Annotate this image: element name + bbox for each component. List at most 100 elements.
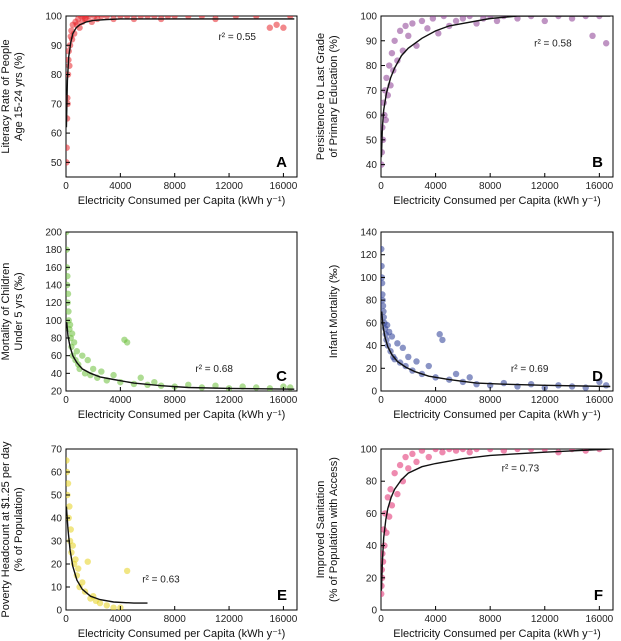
data-point [425, 453, 432, 461]
data-point [436, 331, 443, 338]
data-point [405, 32, 412, 40]
plot-frame-d [380, 231, 614, 392]
data-point [98, 16, 105, 20]
r-squared-f: r² = 0.73 [502, 464, 540, 475]
y-tick-label: 20 [51, 560, 63, 571]
data-point [185, 381, 192, 389]
data-point [405, 465, 412, 472]
x-tick-label: 16000 [585, 181, 613, 192]
y-tick-label: 80 [366, 477, 378, 488]
data-point [110, 371, 117, 379]
plot-frame-f [380, 448, 614, 611]
data-point [381, 590, 385, 598]
x-tick-label: 12000 [531, 614, 559, 625]
fit-curve-f [381, 449, 611, 591]
data-point [79, 352, 86, 359]
data-point [110, 604, 117, 610]
x-tick-label: 8000 [164, 614, 187, 625]
data-point [69, 542, 76, 549]
plot-frame-b [380, 15, 614, 178]
data-point [280, 383, 287, 390]
fit-curve-a [66, 18, 295, 128]
x-tick-label: 4000 [109, 614, 132, 625]
data-point [79, 579, 86, 586]
r-squared-c: r² = 0.68 [195, 364, 233, 375]
y-axis-label-c: Mortality of Children [0, 263, 12, 361]
panel-letter-e: E [277, 587, 287, 604]
y-tick-label: 40 [51, 514, 63, 525]
x-axis-label-a: Electricity Consumed per Capita (kWh y⁻¹… [78, 195, 286, 207]
y-axis-label-c: Under 5 yrs (‰) [13, 272, 25, 350]
data-point [66, 321, 74, 328]
x-tick-label: 0 [378, 614, 384, 625]
panel-a: 0 4000 8000 12000 16000 50 60 70 80 90 100 Electric… [0, 12, 298, 208]
data-point [399, 344, 407, 352]
panel-d: 0 4000 8000 12000 16000 0 20 40 60 80 100 120 140 Ele… [328, 228, 614, 422]
data-point [96, 599, 104, 607]
fit-curve-c [66, 322, 295, 390]
data-point [440, 16, 447, 20]
data-point [266, 24, 274, 31]
y-tick-label: 120 [360, 250, 377, 261]
panel-b: 0 4000 8000 12000 16000 40 50 60 70 80 90 100 Electr… [315, 12, 614, 208]
x-tick-label: 0 [378, 181, 384, 192]
data-point [273, 21, 280, 28]
data-point [391, 37, 398, 44]
data-point [452, 17, 460, 25]
r-squared-d: r² = 0.69 [511, 364, 549, 375]
y-tick-label: 0 [56, 606, 62, 617]
data-point [384, 494, 392, 501]
y-tick-label: 40 [366, 160, 378, 171]
data-point [123, 339, 131, 346]
y-tick-label: 40 [366, 341, 378, 352]
data-point [602, 40, 610, 47]
data-point [452, 449, 460, 454]
data-point [466, 449, 473, 456]
panel-f: 0 4000 8000 12000 16000 0 20 40 60 80 100 Electrici… [315, 445, 614, 641]
data-point [541, 17, 548, 25]
data-point [500, 449, 508, 454]
data-point [452, 370, 460, 378]
data-point [381, 262, 385, 270]
data-point [439, 449, 446, 456]
points-b [381, 16, 610, 168]
y-tick-label: 140 [45, 281, 62, 292]
data-point [137, 374, 144, 381]
fit-curve-b [381, 16, 611, 158]
y-tick-label: 60 [51, 351, 63, 362]
panel-c: 0 4000 8000 12000 16000 20 40 60 80 100 120 140 160 1… [0, 228, 298, 422]
x-tick-label: 16000 [270, 181, 298, 192]
x-axis-label-d: Electricity Consumed per Capita (kWh y⁻¹… [393, 409, 601, 421]
data-point [381, 245, 385, 253]
y-axis-label-e: (% of Population) [13, 487, 25, 571]
x-tick-label: 16000 [270, 614, 298, 625]
data-point [418, 449, 426, 454]
points-a [66, 16, 294, 166]
y-tick-label: 120 [45, 298, 62, 309]
data-point [473, 449, 480, 453]
data-point [67, 526, 74, 533]
y-axis-label-a: Age 15-24 yrs (%) [13, 52, 25, 141]
y-tick-label: 100 [360, 445, 377, 456]
data-point [435, 30, 442, 37]
y-tick-label: 80 [51, 70, 63, 81]
y-tick-label: 60 [366, 318, 378, 329]
data-point [396, 461, 404, 469]
data-point [73, 348, 81, 355]
y-tick-label: 90 [51, 41, 63, 52]
r-squared-b: r² = 0.58 [534, 39, 572, 50]
data-point [500, 379, 508, 387]
data-point [66, 457, 70, 464]
data-point [409, 450, 416, 458]
panel-e: 0 4000 8000 12000 16000 0 10 20 30 40 50 60 70 Electr… [0, 441, 298, 640]
x-tick-label: 16000 [270, 395, 298, 406]
x-tick-label: 8000 [479, 614, 502, 625]
y-tick-label: 70 [366, 86, 378, 97]
y-tick-label: 50 [51, 158, 63, 169]
x-tick-label: 8000 [164, 395, 187, 406]
data-point [383, 321, 391, 329]
y-tick-label: 80 [366, 61, 378, 72]
y-tick-label: 20 [366, 573, 378, 584]
data-point [439, 336, 446, 344]
data-point [388, 502, 396, 509]
